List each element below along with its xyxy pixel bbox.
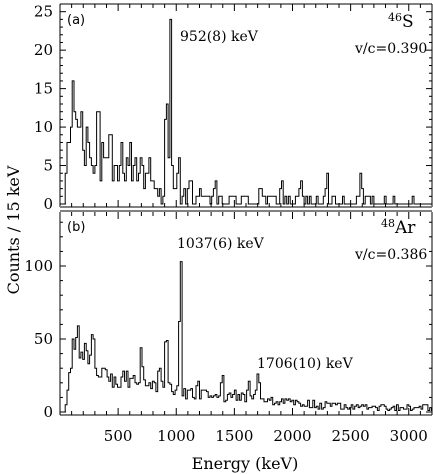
- panel-a-isotope-mass: 46: [388, 11, 402, 24]
- panel-a-histogram: [60, 18, 432, 205]
- panel-a-tag: (a): [67, 13, 85, 28]
- panel-a-y-tick-label: 10: [34, 118, 53, 136]
- panel-a-y-tick-label: 25: [34, 3, 53, 21]
- panel-b-isotope-mass: 48: [381, 217, 395, 230]
- panel-b-y-tick-label: 0: [43, 403, 53, 421]
- panel-b-isotope-symbol: Ar: [394, 218, 416, 238]
- panel-a-y-tick-labels: 0 5 10 15 20 25: [34, 3, 53, 213]
- panel-a-x-ticks: [71, 4, 421, 207]
- panel-a-y-tick-label: 15: [34, 80, 53, 98]
- panel-b-y-tick-label: 50: [34, 330, 53, 348]
- panel-a-velocity: v/c=0.390: [354, 41, 427, 57]
- panel-a-peak-label: 952(8) keV: [180, 29, 259, 45]
- x-tick-label: 500: [104, 427, 133, 445]
- panel-a-isotope-symbol: S: [402, 12, 414, 32]
- panel-b-y-ticks: [60, 221, 432, 413]
- panel-b-x-ticks: [71, 212, 421, 415]
- panel-a: 0 5 10 15 20 25 (a) 46S v/c=0.390 952(8) keV: [34, 3, 433, 213]
- panel-a-y-tick-label: 5: [43, 157, 53, 175]
- panel-b-x-tick-labels: 500 1000 1500 2000 2500 3000: [104, 427, 428, 445]
- x-tick-label: 2500: [332, 427, 370, 445]
- x-axis-label: Energy (keV): [192, 454, 299, 473]
- panel-b-y-tick-labels: 0 50 100: [24, 257, 53, 421]
- panel-a-y-tick-label: 20: [34, 41, 53, 59]
- panel-b-peak-label-2: 1706(10) keV: [257, 356, 354, 372]
- panel-b-isotope: 48Ar: [381, 217, 416, 238]
- panel-b-tag: (b): [67, 220, 85, 235]
- x-tick-label: 3000: [390, 427, 428, 445]
- panel-b-velocity: v/c=0.386: [354, 247, 427, 263]
- y-axis-label: Counts / 15 keV: [4, 165, 23, 294]
- panel-b-histogram: [60, 261, 432, 413]
- x-tick-label: 1000: [157, 427, 195, 445]
- x-tick-label: 2000: [273, 427, 311, 445]
- panel-b-y-tick-label: 100: [24, 257, 53, 275]
- panel-a-y-ticks: [60, 3, 432, 205]
- x-tick-label: 1500: [215, 427, 253, 445]
- panel-a-y-tick-label: 0: [43, 195, 53, 213]
- panel-b-peak-label-1: 1037(6) keV: [177, 236, 265, 252]
- panel-a-isotope: 46S: [388, 11, 414, 32]
